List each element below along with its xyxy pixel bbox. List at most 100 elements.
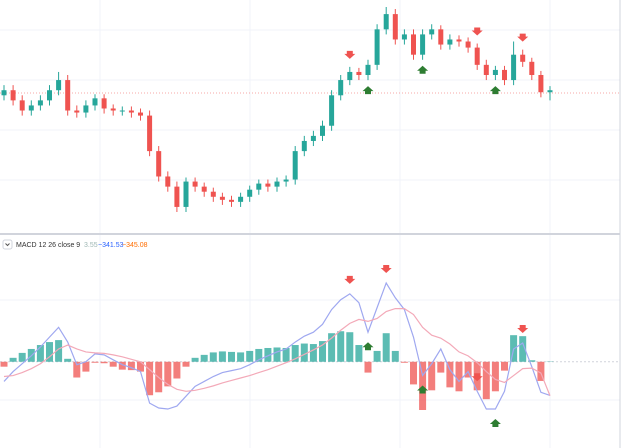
histogram-bar: [328, 333, 336, 362]
candle-body: [520, 54, 526, 62]
candle-body: [83, 105, 89, 113]
histogram-bar: [355, 345, 363, 362]
histogram-bar: [482, 361, 490, 400]
candle-body: [338, 80, 344, 96]
candle-body: [156, 151, 162, 177]
histogram-bar: [501, 361, 508, 371]
candle-body: [19, 100, 25, 111]
candle-body: [301, 140, 307, 152]
candle-body: [374, 29, 380, 65]
histogram-bar: [36, 345, 44, 362]
histogram-bar: [373, 350, 381, 362]
histogram-bar: [218, 351, 226, 362]
histogram-bar: [282, 347, 290, 362]
candle-body: [356, 71, 362, 75]
histogram-bar: [0, 361, 8, 367]
histogram-bar: [82, 361, 90, 372]
histogram-bar: [91, 361, 99, 363]
histogram-bar: [391, 350, 399, 362]
histogram-bar: [291, 345, 299, 362]
histogram-bar: [309, 344, 317, 362]
candle-body: [502, 69, 507, 81]
candle-body: [511, 54, 517, 81]
candle-body: [238, 196, 244, 202]
candle-body: [92, 98, 98, 106]
candle-body: [456, 39, 462, 42]
candle-body: [401, 34, 407, 40]
histogram-bar: [146, 361, 154, 396]
candle-body: [492, 69, 498, 75]
collapse-button[interactable]: [2, 239, 13, 250]
candle-body: [283, 179, 289, 182]
candle-body: [101, 98, 107, 109]
indicator-title: MACD 12 26 close 9: [16, 242, 80, 249]
candle-body: [47, 90, 52, 101]
candle-body: [174, 186, 180, 207]
sell-arrow: [517, 325, 529, 334]
macd-line: [3, 307, 551, 396]
histogram-bar: [18, 352, 26, 362]
histogram-bar: [100, 361, 108, 364]
candle-body: [538, 74, 544, 93]
legend-value: 3.55: [84, 242, 98, 249]
histogram-bar: [246, 350, 254, 362]
histogram-bar: [64, 358, 72, 362]
candle-body: [429, 29, 435, 35]
histogram-bar: [127, 361, 135, 371]
candle-body: [210, 191, 216, 197]
legend-value: −345.08: [122, 242, 148, 249]
histogram-bar: [237, 352, 245, 362]
histogram-bar: [319, 341, 326, 362]
candle-body: [347, 71, 353, 81]
buy-arrow: [489, 419, 501, 428]
candle-body: [438, 29, 444, 45]
legend-value: −341.53: [98, 242, 124, 249]
candle-body: [310, 135, 316, 141]
sell-arrow: [517, 33, 529, 42]
candle-body: [329, 95, 335, 126]
histogram-bar: [264, 347, 272, 362]
buy-arrow: [489, 86, 501, 95]
candle-body: [65, 80, 71, 111]
candle-body: [292, 151, 298, 180]
buy-arrow: [362, 86, 374, 95]
candle-body: [56, 80, 62, 91]
candle-body: [165, 176, 171, 187]
histogram-bar: [137, 361, 144, 372]
histogram-bar: [200, 354, 208, 362]
candle-body: [10, 90, 16, 101]
candle-body: [110, 108, 116, 111]
histogram-bar: [173, 361, 181, 379]
macd-line: [3, 281, 551, 410]
histogram-bar: [346, 332, 354, 362]
candle-body: [183, 181, 189, 207]
candle-body: [529, 61, 535, 75]
buy-arrow: [362, 342, 374, 351]
histogram-bar: [428, 361, 436, 391]
candle-body: [320, 125, 325, 136]
sell-arrow: [344, 50, 356, 59]
candle-body: [447, 39, 453, 45]
sell-arrow: [471, 27, 483, 36]
sell-arrow: [471, 373, 483, 382]
histogram-bar: [528, 360, 536, 362]
candle-body: [411, 34, 416, 55]
histogram-bar: [537, 361, 545, 381]
candle-body: [265, 183, 271, 187]
candle-body: [420, 34, 426, 55]
candle-body: [37, 100, 43, 106]
candle-body: [74, 110, 80, 113]
histogram-bar: [464, 361, 472, 378]
histogram-bar: [164, 361, 172, 387]
histogram-bar: [191, 357, 199, 362]
candle-body: [128, 110, 134, 113]
histogram-bar: [364, 361, 372, 373]
candle-body: [201, 186, 207, 192]
histogram-bar: [400, 361, 408, 363]
candle-body: [247, 189, 253, 197]
candle-body: [1, 90, 7, 96]
histogram-bar: [446, 361, 454, 388]
histogram-bar: [228, 351, 235, 362]
